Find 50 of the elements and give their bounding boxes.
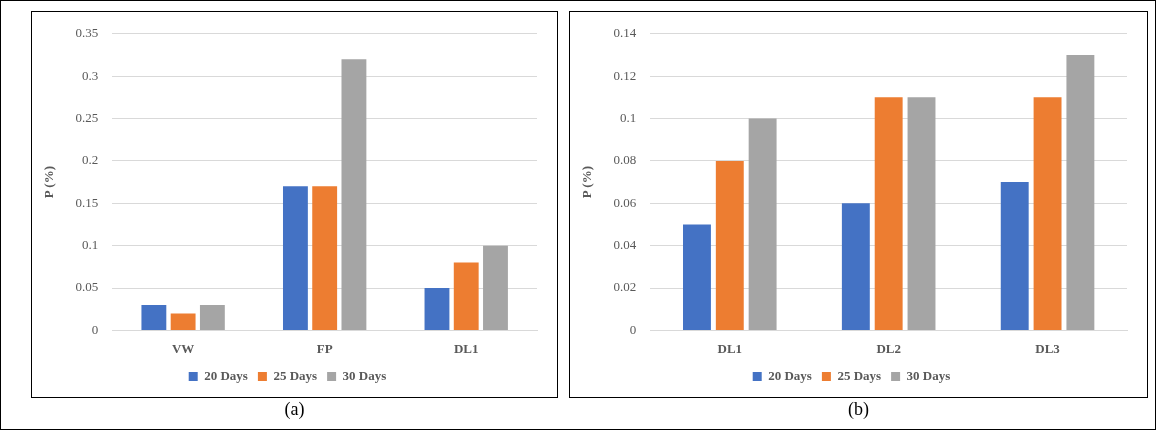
y-tick-label: 0.02 — [613, 279, 637, 295]
bar — [1000, 182, 1029, 330]
bar — [715, 160, 744, 330]
y-axis-title: P (%) — [41, 166, 57, 199]
bar — [312, 186, 338, 330]
bar — [141, 304, 167, 330]
legend-label: 30 Days — [342, 367, 387, 383]
y-tick-label: 0 — [91, 321, 99, 337]
y-tick-label: 0.04 — [613, 237, 637, 253]
y-tick-label: 0.05 — [75, 279, 99, 295]
bar — [874, 97, 903, 330]
x-tick-label: FP — [316, 340, 333, 356]
bar — [282, 186, 308, 330]
bar — [748, 118, 777, 330]
y-axis-title: P (%) — [579, 166, 595, 199]
text: (b) — [847, 399, 870, 420]
y-tick-label: 0 — [629, 321, 637, 337]
y-tick-label: 0.25 — [75, 109, 99, 125]
y-tick-label: 0.14 — [613, 25, 637, 41]
bar — [424, 288, 450, 330]
y-tick-label: 0.06 — [613, 194, 637, 210]
y-tick-label: 0.35 — [75, 25, 99, 41]
legend-label: 25 Days — [837, 367, 882, 383]
bar — [841, 203, 870, 330]
bar — [683, 224, 711, 330]
legend-label: 20 Days — [768, 367, 812, 383]
legend-label: 30 Days — [906, 367, 951, 383]
bar — [199, 304, 225, 330]
y-tick-label: 0.15 — [75, 194, 99, 210]
bar — [1066, 54, 1095, 330]
bar — [453, 262, 479, 330]
y-tick-label: 0.12 — [613, 67, 637, 83]
y-tick-label: 0.2 — [82, 152, 99, 168]
y-tick-label: 0.08 — [613, 152, 637, 168]
bar — [907, 97, 936, 330]
x-tick-label: DL2 — [876, 340, 901, 356]
bar — [483, 245, 508, 330]
bar — [1033, 97, 1062, 330]
legend-label: 20 Days — [204, 367, 248, 383]
y-tick-label: 0.1 — [620, 109, 637, 125]
x-tick-label: VW — [171, 340, 195, 356]
x-tick-label: DL1 — [717, 340, 743, 356]
x-tick-label: DL1 — [453, 340, 479, 356]
y-tick-label: 0.3 — [82, 67, 99, 83]
text: (a) — [283, 399, 306, 420]
x-tick-label: DL3 — [1035, 340, 1061, 356]
bar — [170, 313, 196, 330]
bar — [341, 59, 367, 330]
legend-label: 25 Days — [273, 367, 318, 383]
y-tick-label: 0.1 — [82, 237, 99, 253]
